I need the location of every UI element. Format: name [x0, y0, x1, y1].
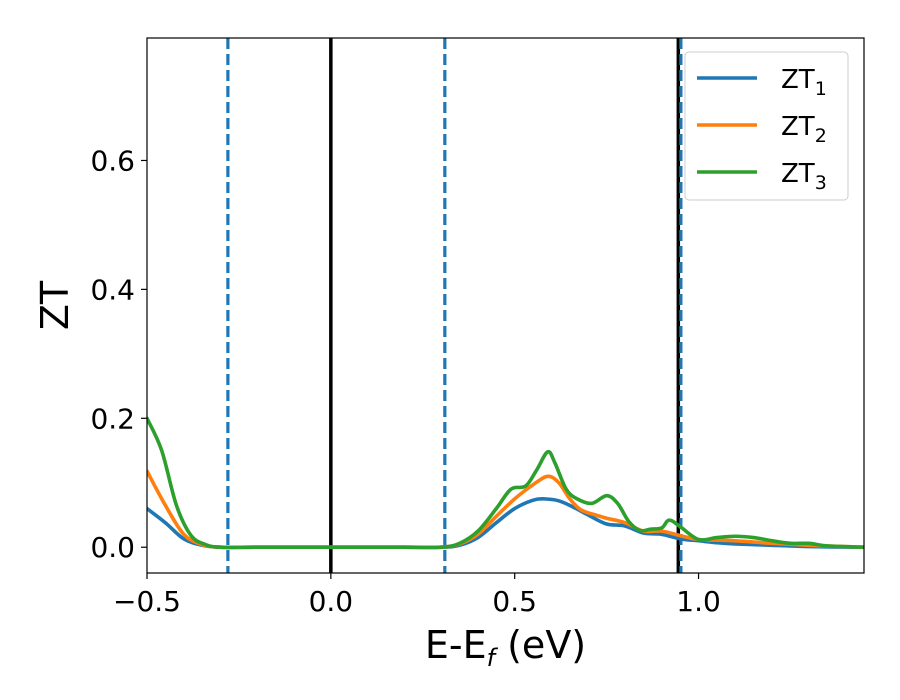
y-axis-label: ZT — [33, 280, 77, 330]
x-axis-label: E-Ef (eV) — [425, 623, 586, 672]
y-tick-label: 0.4 — [90, 273, 135, 306]
legend-box — [684, 51, 849, 201]
series-line-zt2 — [147, 469, 864, 550]
y-tick-label: 0.0 — [90, 531, 135, 564]
legend: ZT1 ZT2 ZT3 — [684, 51, 849, 201]
legend-label-zt1: ZT1 — [781, 65, 827, 100]
y-axis: 0.0 0.2 0.4 0.6 — [90, 144, 147, 564]
x-tick-label: 1.0 — [676, 585, 721, 618]
y-tick-label: 0.2 — [90, 402, 135, 435]
x-axis: −0.5 0.0 0.5 1.0 — [113, 573, 721, 618]
plot-frame — [146, 37, 865, 574]
series-line-zt3 — [147, 416, 864, 550]
plot-content — [147, 38, 864, 573]
legend-label-zt3: ZT3 — [781, 159, 827, 194]
x-tick-label: 0.5 — [492, 585, 537, 618]
x-axis-label-main: E-E — [425, 623, 487, 667]
y-tick-label: 0.6 — [90, 144, 135, 177]
x-axis-label-suffix: (eV) — [495, 623, 586, 667]
x-tick-label: 0.0 — [309, 585, 354, 618]
x-tick-label: −0.5 — [113, 585, 181, 618]
legend-label-zt2: ZT2 — [781, 112, 827, 147]
